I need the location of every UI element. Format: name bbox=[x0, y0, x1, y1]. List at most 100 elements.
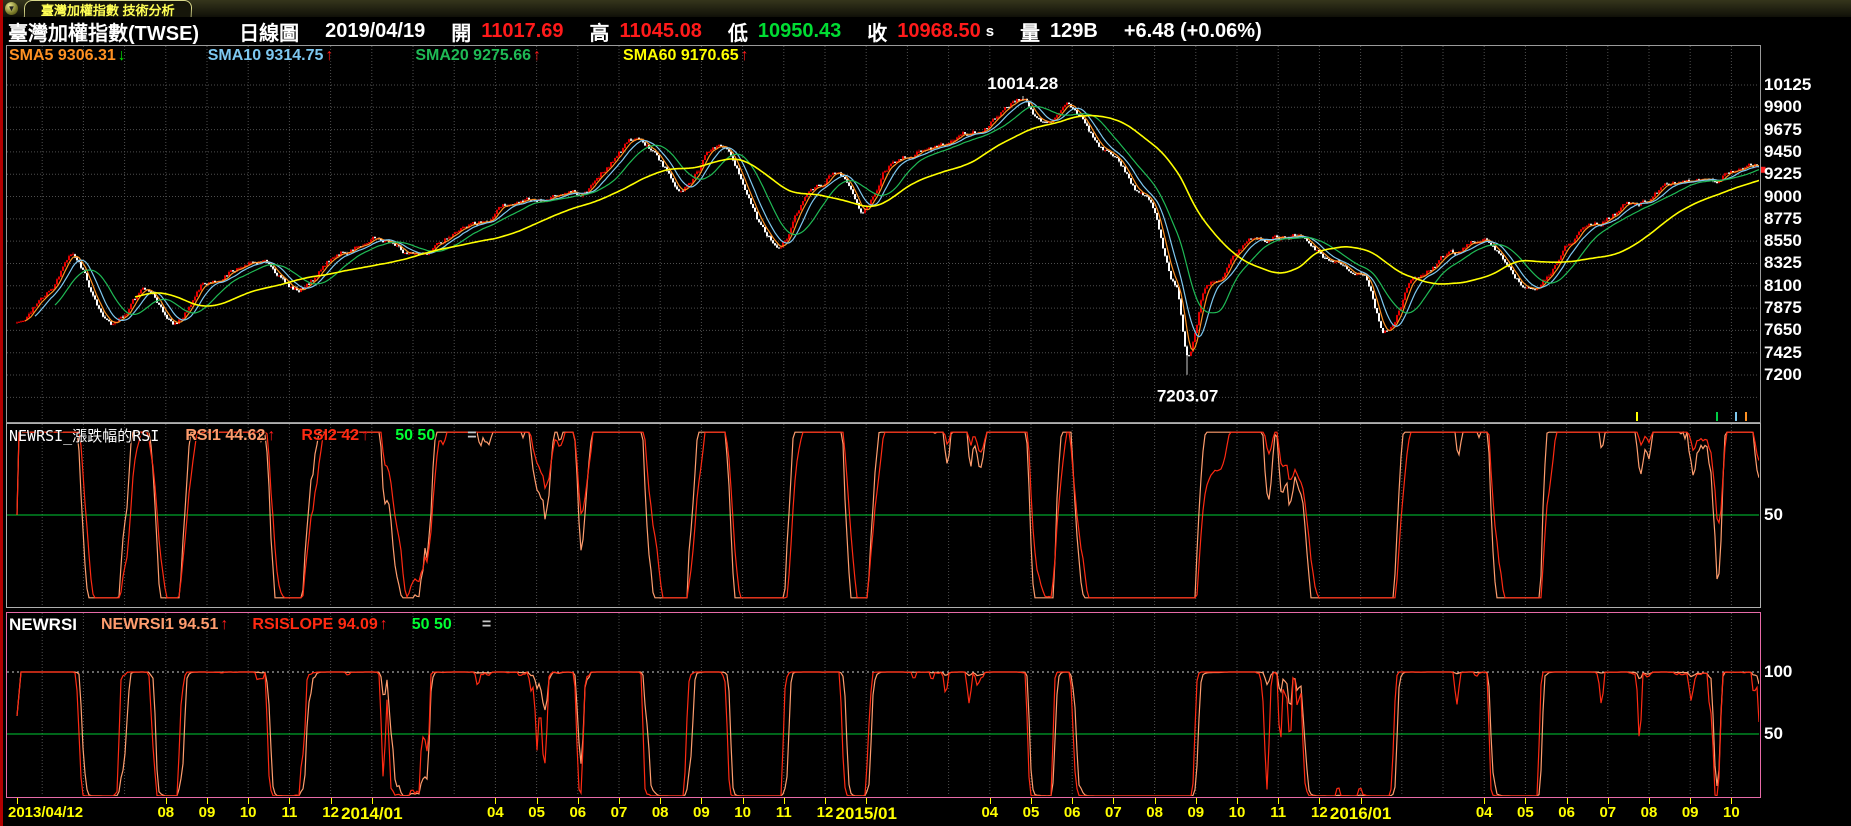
open-value: 11017.69 bbox=[481, 19, 564, 42]
time-tick bbox=[1566, 798, 1568, 804]
main-chart-legend: SMA5 9306.31 ↓ SMA10 9314.75 ↑ SMA20 9275.66… bbox=[9, 47, 749, 65]
time-axis-label: 2014/01 bbox=[341, 804, 403, 823]
time-tick bbox=[742, 798, 744, 804]
time-tick bbox=[1278, 798, 1280, 804]
time-tick bbox=[1154, 798, 1156, 804]
time-axis-label: 09 bbox=[1187, 804, 1205, 821]
time-axis-label: 08 bbox=[651, 804, 669, 821]
time-axis-label: 11 bbox=[775, 804, 792, 821]
close-suffix: s bbox=[985, 22, 995, 40]
legend-label: SMA10 9314.75 bbox=[207, 47, 324, 64]
up-arrow-icon: ↑ bbox=[325, 47, 334, 64]
time-tick bbox=[330, 798, 332, 804]
time-axis-label: 2013/04/12 bbox=[8, 804, 84, 821]
legend-label: RSI2 42 bbox=[301, 426, 360, 444]
rsi-panel-legend: NEWRSI_漲跌幅的RSI RSI1 44.62 ↑ RSI2 42 ↑ 50 50 = bbox=[9, 425, 477, 446]
time-axis-label: 10 bbox=[1723, 804, 1740, 821]
legend-item: RSI1 44.62 ↑ bbox=[185, 427, 275, 445]
time-tick bbox=[1360, 798, 1362, 804]
time-tick bbox=[1607, 798, 1609, 804]
time-tick bbox=[1113, 798, 1115, 804]
period-label[interactable]: 日線圖 bbox=[239, 22, 300, 45]
time-axis-label: 08 bbox=[157, 804, 175, 821]
trough-annotation: 7203.07 bbox=[1157, 387, 1218, 406]
time-tick bbox=[536, 798, 538, 804]
time-tick bbox=[248, 798, 250, 804]
change-value: +6.48 (+0.06%) bbox=[1123, 19, 1262, 42]
price-tick-label: 8325 bbox=[1764, 253, 1802, 273]
indicator-title: NEWRSI_漲跌幅的RSI bbox=[9, 427, 160, 445]
price-tick-label: 9450 bbox=[1764, 141, 1802, 161]
time-axis-label: 09 bbox=[198, 804, 216, 821]
time-axis-label: 06 bbox=[1063, 804, 1081, 821]
indicator-scale-label: 100 bbox=[1764, 662, 1793, 681]
time-tick bbox=[989, 798, 991, 804]
quote-date: 2019/04/19 bbox=[325, 19, 426, 42]
indicator-scale-label: 50 bbox=[1764, 724, 1783, 743]
legend-item: SMA60 9170.65 ↑ bbox=[623, 47, 749, 65]
price-tick-label: 9900 bbox=[1764, 97, 1802, 117]
high-value: 11045.08 bbox=[619, 19, 702, 42]
low-value: 10950.43 bbox=[757, 19, 842, 42]
price-tick-label: 8550 bbox=[1764, 231, 1802, 251]
volume-label: 量 bbox=[1020, 22, 1041, 45]
time-axis-label: 2015/01 bbox=[835, 804, 897, 823]
legend-label: SMA20 9275.66 bbox=[415, 47, 532, 64]
price-tick-label: 8100 bbox=[1764, 275, 1802, 295]
time-axis-label: 04 bbox=[487, 804, 504, 821]
time-axis: 2013/04/12 08 09 10 11 12 2014/01 04 05 06 07 08 09 1… bbox=[0, 797, 1851, 826]
open-label: 開 bbox=[451, 22, 472, 45]
time-tick bbox=[1649, 798, 1650, 804]
time-axis-label: 05 bbox=[1022, 804, 1040, 821]
time-axis-label: 12 bbox=[1311, 804, 1328, 821]
legend-item: SMA10 9314.75 ↑ bbox=[208, 47, 334, 65]
time-tick bbox=[371, 798, 373, 804]
up-arrow-icon: ↑ bbox=[220, 616, 229, 633]
time-tick bbox=[1690, 798, 1692, 804]
level-values: 50 50 bbox=[411, 616, 452, 633]
time-tick bbox=[1731, 798, 1733, 804]
time-tick bbox=[495, 798, 497, 804]
time-axis-label: 07 bbox=[610, 804, 628, 821]
price-tick-label: 7425 bbox=[1764, 342, 1802, 362]
time-axis-label: 04 bbox=[981, 804, 999, 821]
price-tick-label: 8775 bbox=[1764, 208, 1802, 228]
time-axis-label: 04 bbox=[1475, 804, 1493, 821]
price-tick-label: 10125 bbox=[1764, 75, 1812, 94]
legend-item: SMA20 9275.66 ↑ bbox=[415, 47, 541, 65]
high-label: 高 bbox=[589, 22, 610, 45]
tab-dropdown-button[interactable]: ▼ bbox=[5, 2, 18, 15]
legend-item: SMA5 9306.31 ↓ bbox=[9, 47, 126, 65]
up-arrow-icon: ↑ bbox=[740, 47, 749, 64]
time-axis-label: 09 bbox=[693, 804, 710, 821]
time-tick bbox=[825, 798, 826, 804]
time-axis-label: 05 bbox=[528, 804, 545, 821]
newrsi-panel-legend: NEWRSI NEWRSI1 94.51 ↑ RSISLOPE 94.09 ↑ 50 50… bbox=[9, 615, 491, 635]
close-label: 收 bbox=[867, 22, 888, 45]
time-tick bbox=[1237, 798, 1238, 804]
time-tick bbox=[17, 798, 18, 804]
price-tick-label: 7875 bbox=[1764, 298, 1802, 318]
time-tick bbox=[289, 798, 291, 804]
time-axis-label: 06 bbox=[569, 804, 587, 821]
up-arrow-icon: ↑ bbox=[379, 616, 388, 633]
legend-label: SMA5 9306.31 bbox=[9, 47, 116, 64]
up-arrow-icon: ↑ bbox=[533, 47, 542, 64]
quote-header: 臺灣加權指數(TWSE) 日線圖 2019/04/19 開 11017.69 高… bbox=[8, 17, 1848, 45]
time-axis-label: 06 bbox=[1558, 804, 1575, 821]
time-tick bbox=[1072, 798, 1074, 804]
equals-sign: = bbox=[467, 426, 477, 444]
time-tick bbox=[783, 798, 785, 804]
time-tick bbox=[1031, 798, 1032, 804]
time-axis-label: 10 bbox=[1228, 804, 1246, 821]
indicator-scale-label: 50 bbox=[1764, 505, 1783, 524]
time-axis-label: 11 bbox=[281, 804, 298, 821]
legend-label: RSISLOPE 94.09 bbox=[252, 616, 378, 633]
chevron-down-icon: ▼ bbox=[7, 3, 16, 13]
price-tick-label: 9000 bbox=[1764, 186, 1802, 206]
time-axis-label: 12 bbox=[322, 804, 339, 821]
time-axis-label: 10 bbox=[239, 804, 257, 821]
time-tick bbox=[165, 798, 167, 804]
